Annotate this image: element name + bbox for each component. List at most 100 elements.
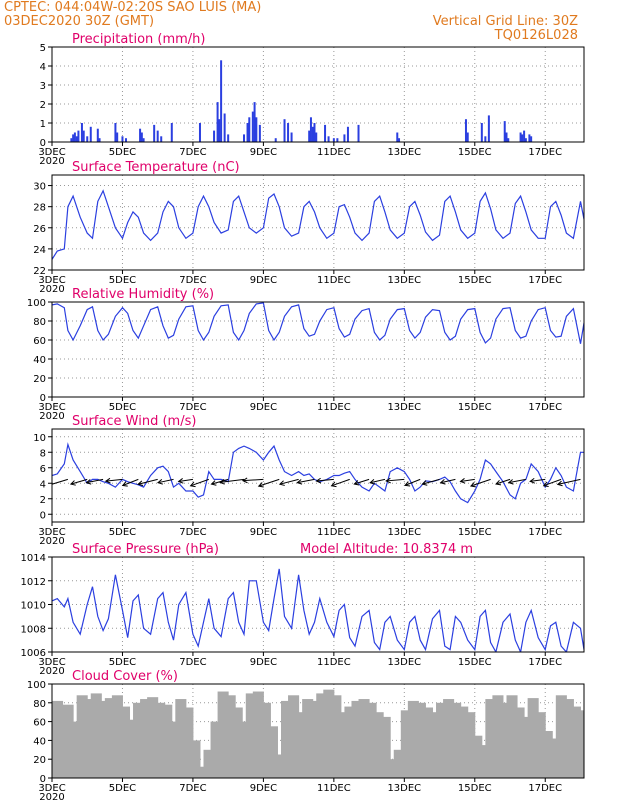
series-line-temp (52, 189, 584, 260)
cloud-bar (407, 700, 419, 778)
cloud-bar (295, 712, 307, 778)
series-precip (70, 60, 533, 142)
precip-bar (121, 136, 124, 142)
series-line-rh (52, 302, 584, 344)
y-tick-label: 0 (40, 138, 46, 149)
cloud-bar (302, 699, 314, 778)
precip-bar (89, 126, 92, 142)
cloud-bar (111, 695, 123, 778)
wind-arrow-head (210, 480, 217, 486)
x-tick-label: 9DEC (250, 527, 277, 538)
panel-precip: 0 1 2 3 4 5 3DEC 5DEC 7DEC 9DEC 11DEC 13DEC 15DEC 17D… (38, 32, 585, 167)
cloud-bar (344, 706, 356, 778)
wind-arrow (279, 478, 299, 485)
precip-bar (530, 136, 533, 142)
x-tick-label: 17DEC (528, 783, 562, 794)
precip-bar (466, 132, 469, 142)
grid-wind (51, 429, 584, 522)
panel-title-temp: Surface Temperature (nC) (72, 160, 240, 175)
precip-bar (309, 117, 312, 142)
y-tick-label: 100 (27, 298, 46, 309)
cloud-bar (252, 691, 264, 778)
cloud-bar (330, 695, 342, 778)
wind-arrow-head (315, 477, 322, 484)
wind-arrow (211, 478, 229, 485)
x-tick-label: 5DEC (109, 402, 136, 413)
cloud-bar (104, 698, 116, 778)
x-tick-label: 7DEC (179, 275, 206, 286)
precip-bar (484, 136, 487, 142)
precip-bar (82, 130, 85, 142)
x-tick-label: 3DEC (38, 783, 65, 794)
cloud-bar (224, 695, 236, 778)
wind-arrow-head (137, 480, 144, 486)
x-tick-label: 15DEC (458, 527, 492, 538)
cloud-bar (562, 699, 574, 778)
cloud-bar (62, 704, 74, 778)
x-tick-label: 11DEC (317, 275, 351, 286)
cloud-bar (52, 700, 64, 778)
y-tick-label: 0 (40, 393, 46, 404)
cloud-bar (245, 693, 257, 778)
wind-arrow (258, 478, 280, 487)
precip-bar (480, 123, 483, 142)
wind-arrow-head (177, 478, 184, 484)
x-tick-label: 3DEC (38, 402, 65, 413)
cloud-bar (125, 719, 138, 778)
wind-arrow-head (257, 482, 264, 488)
precip-bar (223, 113, 226, 142)
precip-bar (246, 123, 249, 142)
series-cloud (52, 689, 584, 778)
precip-bar (243, 134, 246, 142)
wind-arrow-head (469, 482, 476, 488)
grid-rh (51, 302, 584, 397)
wind-arrow-head (218, 479, 225, 485)
x-tick-label: 5DEC (109, 275, 136, 286)
panel-rh: 0 20 40 60 80 100 3DEC 5DEC 7DEC 9DEC 11DEC 13DEC 15… (27, 287, 585, 422)
precip-bar (170, 123, 173, 142)
y-tick-label: 60 (33, 336, 46, 347)
model-altitude-label: Model Altitude: 10.8374 m (300, 542, 473, 557)
series-pressure (52, 568, 584, 652)
x-tick-label: 7DEC (179, 657, 206, 668)
cloud-bar (189, 740, 201, 778)
x-year-label: 2020 (39, 666, 64, 677)
x-tick-label: 5DEC (109, 527, 136, 538)
x-tick-label: 9DEC (250, 275, 277, 286)
wind-arrow-head (385, 477, 391, 484)
cloud-bar (182, 707, 194, 778)
wind-arrow-head (121, 481, 128, 487)
cloud-bar (436, 702, 448, 778)
precip-bar (343, 134, 346, 142)
x-tick-label: 13DEC (387, 527, 421, 538)
cloud-bar (393, 749, 405, 778)
x-year-label: 2020 (39, 792, 64, 800)
precip-bar (487, 115, 490, 142)
cloud-bar (358, 699, 370, 778)
y-tick-label: 20 (33, 755, 46, 766)
cloud-bar (386, 759, 398, 778)
precip-bar (248, 117, 251, 142)
wind-arrow-head (104, 477, 111, 484)
cloud-bar (175, 699, 187, 778)
cloud-bar (485, 699, 497, 778)
x-tick-label: 5DEC (109, 657, 136, 668)
series-temp (52, 189, 584, 260)
precip-bar (140, 132, 143, 142)
x-tick-label: 15DEC (458, 783, 492, 794)
wind-arrow (52, 478, 68, 485)
precip-bar (315, 132, 318, 142)
x-tick-label: 7DEC (179, 783, 206, 794)
header-grid-line-note: Vertical Grid Line: 30Z (433, 14, 578, 29)
precip-bar (142, 138, 145, 142)
wind-arrow (86, 478, 104, 484)
x-tick-label: 9DEC (250, 783, 277, 794)
y-tick-label: 22 (33, 266, 46, 277)
y-tick-label: 1008 (21, 624, 46, 635)
y-tick-label: 60 (33, 718, 46, 729)
x-tick-label: 3DEC (38, 147, 65, 158)
cloud-bar (457, 706, 469, 778)
cloud-bar (231, 707, 243, 778)
wind-arrow (316, 478, 334, 482)
